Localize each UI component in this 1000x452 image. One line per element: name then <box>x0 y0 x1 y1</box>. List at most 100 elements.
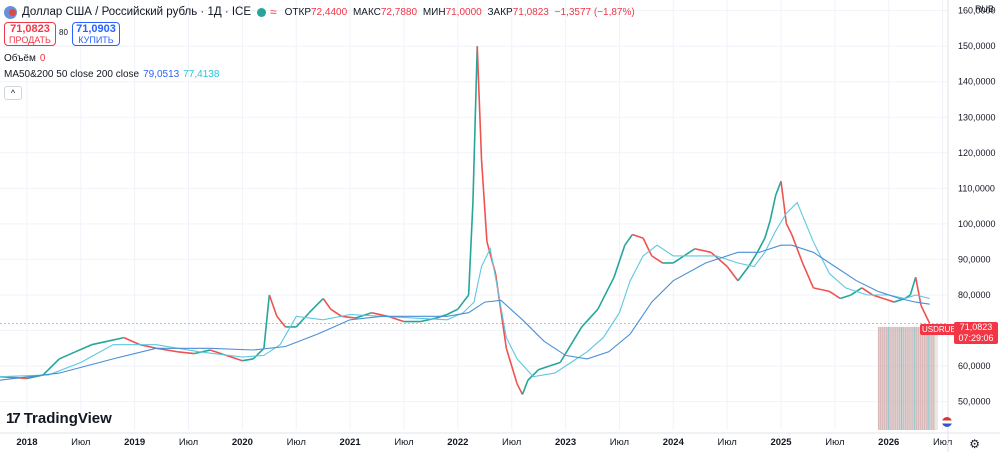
volume-bar <box>917 326 920 430</box>
volume-bar <box>906 326 908 430</box>
price-segment <box>683 248 696 257</box>
ma200-line <box>0 244 930 381</box>
volume-bar <box>904 326 906 430</box>
price-segment <box>756 237 766 253</box>
price-segment <box>308 297 324 314</box>
price-segment <box>505 348 518 385</box>
x-tick-label: Июл <box>825 437 844 448</box>
volume-bar <box>891 326 893 430</box>
market-status-icon[interactable] <box>257 7 267 17</box>
volume-bar <box>883 326 886 430</box>
volume-bar <box>925 326 927 430</box>
x-tick-label: 2022 <box>447 437 468 448</box>
price-segment <box>632 233 644 239</box>
price-segment <box>295 312 310 328</box>
price-segment <box>476 46 483 160</box>
x-tick-label: Июл <box>610 437 629 448</box>
collapse-legend-button[interactable]: ^ <box>4 86 22 100</box>
y-tick-label: 150,0000 <box>958 41 996 51</box>
last-price-tag: 71,0823 07:29:06 <box>954 322 998 344</box>
buy-button[interactable]: 71,0903 КУПИТЬ <box>72 22 120 46</box>
volume-bar <box>877 326 880 430</box>
volume-bar <box>923 326 925 430</box>
y-tick-label: 50,0000 <box>958 397 991 407</box>
currency-flag-icon <box>4 5 17 19</box>
price-segment <box>710 251 728 268</box>
price-change: −1,3577 (−1,87%) <box>554 6 635 18</box>
price-segment <box>330 308 342 317</box>
volume-bar <box>931 326 933 430</box>
volume-bar <box>895 326 897 430</box>
x-tick-label: 2021 <box>340 437 362 448</box>
price-segment <box>480 159 488 242</box>
price-segment <box>107 336 125 342</box>
volume-bar <box>879 326 882 430</box>
price-segment <box>242 358 254 362</box>
price-segment <box>263 294 271 349</box>
volume-bar <box>908 326 910 430</box>
price-segment <box>624 234 634 246</box>
chart-series <box>0 46 948 395</box>
y-tick-label: 160,0000 <box>958 6 996 16</box>
price-segment <box>774 180 782 196</box>
volume-bar <box>914 326 916 430</box>
ma50-line <box>0 201 930 378</box>
price-segment <box>764 220 772 239</box>
x-tick-label: 2018 <box>16 437 37 448</box>
price-segment <box>156 347 178 353</box>
price-segment <box>371 311 388 318</box>
ohlc-readout: ОТКР72,4400 МАКС72,7880 МИН71,0000 ЗАКР7… <box>284 6 635 18</box>
price-segment <box>909 276 917 296</box>
price-segment <box>446 308 459 316</box>
price-segment <box>694 247 712 254</box>
indicator-wave-icon[interactable]: ≈ <box>270 5 277 19</box>
volume-bar <box>902 326 905 430</box>
volume-bar <box>893 326 895 430</box>
price-segment <box>177 351 194 355</box>
price-segment <box>527 369 540 381</box>
grid <box>0 0 948 430</box>
x-tick-label: 2026 <box>878 437 899 448</box>
y-tick-label: 60,0000 <box>958 361 991 371</box>
price-segment <box>91 340 108 346</box>
price-segment <box>268 294 278 317</box>
volume-bar <box>919 326 922 430</box>
volume-bar <box>921 326 924 430</box>
ma-legend[interactable]: MA50&200 50 close 200 close 79,0513 77,413… <box>4 69 220 80</box>
price-segment <box>769 195 777 221</box>
tradingview-logo[interactable]: 17 TradingView <box>6 410 112 427</box>
x-tick-label: 2020 <box>232 437 253 448</box>
currency-label[interactable]: RUB <box>974 4 994 14</box>
price-segment <box>914 277 922 306</box>
price-segment <box>521 379 529 395</box>
price-segment <box>748 251 759 267</box>
volume-bar <box>933 326 935 430</box>
x-tick-label: 2025 <box>770 437 792 448</box>
price-segment <box>840 294 852 300</box>
price-segment <box>920 305 931 324</box>
y-tick-label: 140,0000 <box>958 77 996 87</box>
price-segment <box>75 343 92 353</box>
y-tick-label: 110,0000 <box>958 183 995 193</box>
volume-bar <box>929 326 931 430</box>
x-tick-label: 2024 <box>663 437 685 448</box>
volume-bar <box>881 326 884 430</box>
x-tick-label: Июл <box>718 437 737 448</box>
volume-legend[interactable]: Объём 0 <box>4 53 46 64</box>
volume-bar <box>912 326 914 430</box>
x-tick-label: 2023 <box>555 437 576 448</box>
price-segment <box>581 308 599 328</box>
price-segment <box>341 315 356 319</box>
volume-bar <box>927 326 929 430</box>
sell-button[interactable]: 71,0823 ПРОДАТЬ <box>4 22 56 46</box>
price-segment <box>861 287 874 296</box>
x-tick-label: Июл <box>287 437 306 448</box>
x-tick-label: Июл <box>179 437 198 448</box>
settings-gear-icon[interactable]: ⚙ <box>969 437 980 451</box>
volume-bar <box>898 326 901 430</box>
y-tick-label: 80,0000 <box>958 290 991 300</box>
volume-shade <box>877 326 938 430</box>
symbol-title[interactable]: Доллар США / Российский рубль · 1Д · ICE <box>22 6 252 18</box>
